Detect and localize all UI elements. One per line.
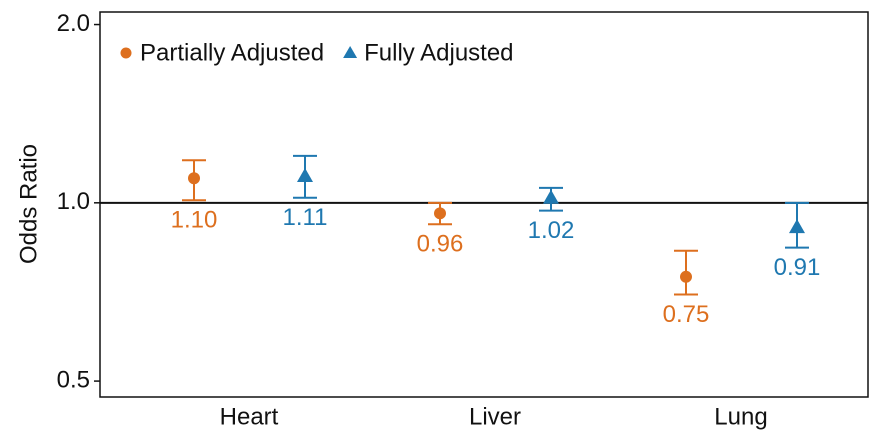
y-tick-label: 0.5 [57,366,90,393]
y-tick-label: 2.0 [57,10,90,37]
value-label: 1.10 [171,207,218,234]
legend-label: Partially Adjusted [140,39,324,66]
y-tick-label: 1.0 [57,188,90,215]
plot-frame [99,11,869,398]
value-label: 0.91 [774,254,821,281]
value-label: 0.75 [663,301,710,328]
value-label: 0.96 [417,231,464,258]
point [188,172,200,185]
point [680,270,692,283]
value-label: 1.11 [283,204,328,231]
x-tick-label: Lung [714,403,767,430]
point [297,167,313,182]
y-axis-label: Odds Ratio [15,144,42,264]
x-tick-label: Liver [469,403,521,430]
value-label: 1.02 [528,217,575,244]
point [434,207,446,220]
legend-label: Fully Adjusted [364,39,513,66]
point [789,219,805,234]
x-tick-label: Heart [220,403,279,430]
legend-marker [120,47,132,59]
legend-marker [343,46,358,58]
point [543,189,559,204]
